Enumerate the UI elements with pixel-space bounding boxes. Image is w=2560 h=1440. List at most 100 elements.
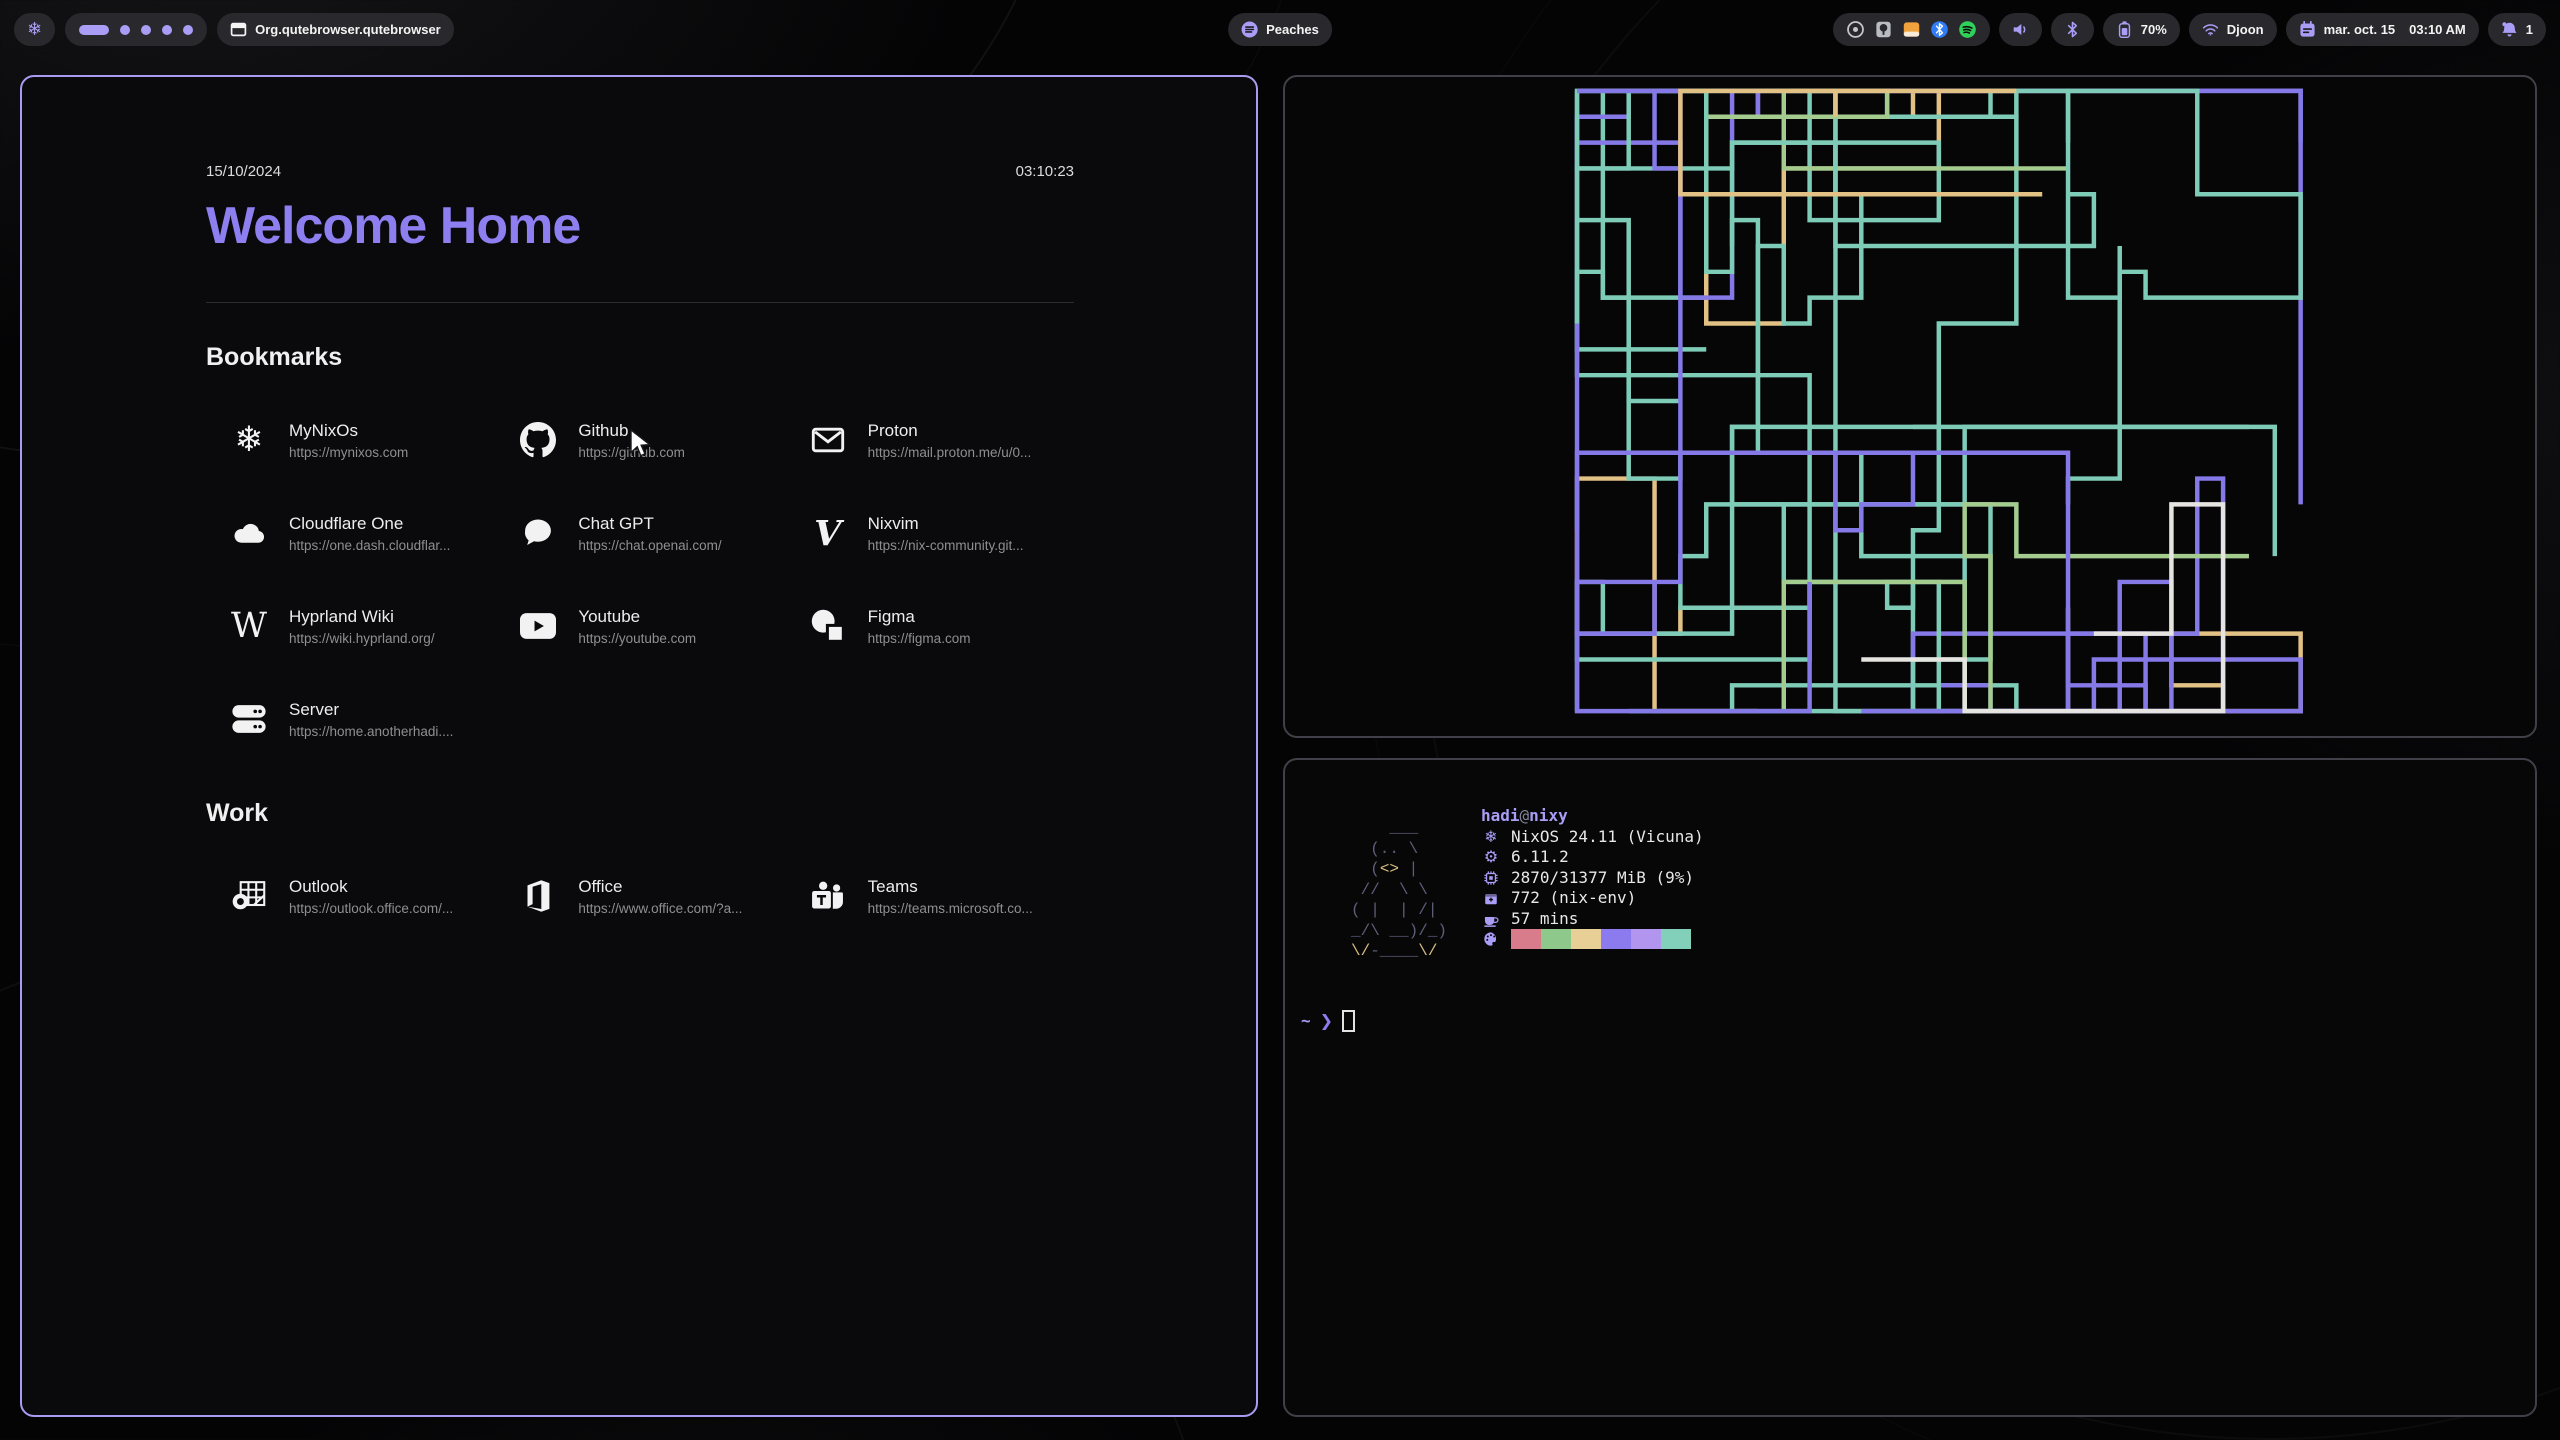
packages-icon [1481, 890, 1501, 906]
bookmark-title: Office [578, 876, 623, 896]
figma-icon [805, 603, 851, 649]
notification-count: 1 [2525, 22, 2533, 37]
fetch-row-packages: 772 (nix-env) [1481, 888, 1704, 909]
bookmark-title: Proton [867, 420, 918, 440]
office-icon [515, 873, 561, 919]
bookmark-title: Nixvim [867, 513, 919, 533]
at-separator: @ [1519, 806, 1530, 825]
work-heading: Work [206, 799, 269, 827]
nixos-icon: ❄ [1484, 826, 1498, 846]
prompt-cwd: ~ [1301, 1011, 1311, 1030]
network-pill[interactable]: Djoon [2188, 13, 2277, 46]
network-ssid: Djoon [2226, 22, 2264, 37]
bookmark-figma[interactable]: Figma https://figma.com [785, 596, 1074, 656]
bluetooth-pill[interactable] [2050, 13, 2094, 46]
teams-icon [805, 873, 851, 919]
color-swatch [1631, 929, 1661, 950]
password-manager-icon[interactable] [1874, 20, 1893, 39]
battery-icon [2116, 21, 2133, 38]
bluetooth-icon [2064, 21, 2081, 38]
bookmark-nixvim[interactable]: V Nixvim https://nix-community.git... [785, 503, 1074, 563]
bookmark-title: Figma [867, 606, 915, 626]
qutebrowser-window[interactable]: 15/10/2024 03:10:23 Welcome Home Bookmar… [20, 75, 1258, 1417]
workspace-4[interactable] [162, 24, 173, 35]
workspace-2[interactable] [120, 24, 131, 35]
bookmark-title: Cloudflare One [289, 513, 404, 533]
media-label: Peaches [1266, 22, 1319, 37]
color-swatch [1511, 929, 1541, 950]
fetch-terminal-window[interactable]: ___ (.. \ (<> | // \ \ ( | | /| _/\ __)/… [1283, 758, 2537, 1417]
mail-icon [805, 417, 851, 463]
bookmark-server[interactable]: Server https://home.anotherhadi.... [206, 689, 495, 749]
palette-icon [1481, 931, 1501, 947]
bookmark-office[interactable]: Office https://www.office.com/?a... [495, 866, 784, 926]
spotify-icon[interactable] [1958, 20, 1977, 39]
bookmark-chat-gpt[interactable]: Chat GPT https://chat.openai.com/ [495, 503, 784, 563]
bluetooth-tray-icon[interactable] [1930, 20, 1949, 39]
volume-pill[interactable] [1998, 13, 2042, 46]
bookmark-url: https://mail.proton.me/u/0... [867, 444, 1032, 460]
workspace-5[interactable] [183, 24, 194, 35]
fetch-row-memory: 2870/31377 MiB (9%) [1481, 868, 1704, 889]
active-window-title-pill: Org.qutebrowser.qutebrowser [217, 13, 454, 46]
fetch-value: 772 (nix-env) [1511, 888, 1637, 907]
bookmark-mynixos[interactable]: ❄ MyNixOs https://mynixos.com [206, 410, 495, 470]
screen-record-icon[interactable] [1846, 20, 1865, 39]
bookmark-url: https://chat.openai.com/ [578, 537, 722, 553]
notifications-pill[interactable]: 1 [2487, 13, 2546, 46]
fetch-rows: ❄ NixOS 24.11 (Vicuna) ⚙ 6.11.2 2870/31377 M… [1481, 827, 1704, 950]
top-bar-left: ❄ Org.qutebrowser.qutebrowser [14, 13, 454, 46]
battery-percent: 70% [2140, 22, 2167, 37]
bookmark-title: Github [578, 420, 629, 440]
bookmark-youtube[interactable]: Youtube https://youtube.com [495, 596, 784, 656]
bookmark-outlook[interactable]: Outlook https://outlook.office.com/... [206, 866, 495, 926]
workspace-3[interactable] [141, 24, 152, 35]
youtube-icon [515, 603, 561, 649]
wikipedia-icon: W [231, 605, 267, 646]
memory-icon [1481, 870, 1501, 886]
kernel-icon: ⚙ [1483, 847, 1499, 866]
bookmarks-heading: Bookmarks [206, 343, 343, 371]
workspace-1[interactable] [79, 24, 110, 35]
chat-icon [515, 510, 561, 556]
media-pill[interactable]: Peaches [1228, 13, 1332, 46]
bookmark-title: Teams [867, 876, 918, 896]
color-swatch [1661, 929, 1691, 950]
bookmark-proton[interactable]: Proton https://mail.proton.me/u/0... [785, 410, 1074, 470]
bookmark-url: https://one.dash.cloudflar... [289, 537, 451, 553]
bookmark-teams[interactable]: Teams https://teams.microsoft.co... [785, 866, 1074, 926]
files-app-icon[interactable] [1902, 20, 1921, 39]
wifi-icon [2202, 21, 2219, 38]
top-bar: ❄ Org.qutebrowser.qutebrowser Peaches 70… [14, 13, 2546, 46]
pipes-ascii-art [1574, 88, 2303, 714]
clock-pill[interactable]: mar. oct. 15 03:10 AM [2285, 13, 2479, 46]
top-bar-right: 70% Djoon mar. oct. 15 03:10 AM 1 [1832, 13, 2546, 46]
cloud-icon [226, 510, 272, 556]
ascii-art: ___ (.. \ (<> | // \ \ ( | | /| _/\ __)/… [1351, 819, 1448, 960]
github-icon [515, 417, 561, 463]
nixos-icon: ❄ [234, 419, 264, 460]
color-swatch [1601, 929, 1631, 950]
nixos-icon: ❄ [27, 18, 43, 40]
bookmark-cloudflare-one[interactable]: Cloudflare One https://one.dash.cloudflar… [206, 503, 495, 563]
calendar-icon [2299, 21, 2316, 38]
active-window-title: Org.qutebrowser.qutebrowser [255, 22, 441, 37]
shell-prompt: ~ ❯ [1301, 1009, 2535, 1032]
workspaces[interactable] [65, 13, 208, 46]
bookmark-title: Chat GPT [578, 513, 654, 533]
fetch-user: hadi [1481, 806, 1520, 825]
bookmark-title: Youtube [578, 606, 641, 626]
battery-pill[interactable]: 70% [2102, 13, 2180, 46]
prompt-symbol: ❯ [1319, 1011, 1334, 1030]
fetch-row-colors [1481, 929, 1704, 950]
bookmark-url: https://home.anotherhadi.... [289, 723, 454, 739]
bookmark-hyprland-wiki[interactable]: W Hyprland Wiki https://wiki.hyprland.org/ [206, 596, 495, 656]
bell-icon [2501, 21, 2518, 38]
launcher-button[interactable]: ❄ [14, 13, 56, 46]
fetch-row-uptime: 57 mins [1481, 909, 1704, 930]
pipes-terminal-window[interactable] [1283, 75, 2537, 738]
bookmark-url: https://nix-community.git... [867, 537, 1024, 553]
fetch-info: hadi@nixy ❄ NixOS 24.11 (Vicuna) ⚙ 6.11.2 28… [1481, 806, 1704, 962]
bookmark-title: Hyprland Wiki [289, 606, 394, 626]
fetch-user-host: hadi@nixy [1481, 806, 1704, 827]
